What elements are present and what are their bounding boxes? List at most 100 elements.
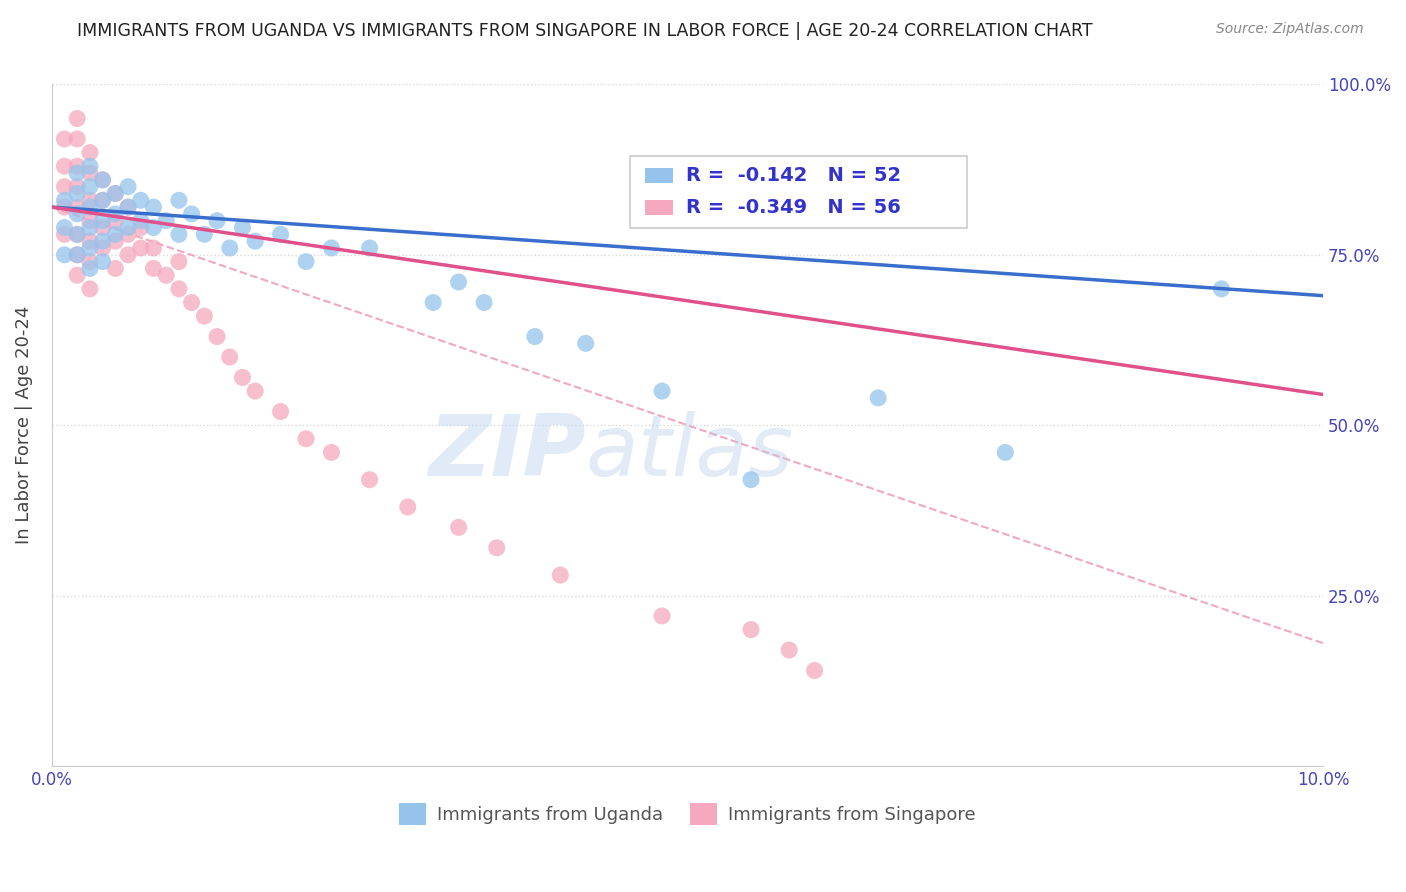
Point	[91, 234, 114, 248]
Point	[359, 241, 381, 255]
Point	[53, 227, 76, 242]
Point	[91, 241, 114, 255]
Point	[180, 295, 202, 310]
Point	[104, 186, 127, 201]
Legend: Immigrants from Uganda, Immigrants from Singapore: Immigrants from Uganda, Immigrants from …	[392, 796, 983, 832]
Point	[91, 173, 114, 187]
Point	[295, 432, 318, 446]
FancyBboxPatch shape	[630, 156, 967, 227]
Point	[270, 227, 292, 242]
Point	[66, 207, 89, 221]
Point	[66, 159, 89, 173]
Point	[243, 234, 266, 248]
Point	[205, 213, 228, 227]
Point	[575, 336, 598, 351]
Point	[66, 166, 89, 180]
Point	[651, 384, 673, 398]
Point	[53, 179, 76, 194]
Point	[91, 173, 114, 187]
Point	[117, 248, 139, 262]
Point	[142, 241, 165, 255]
Point	[79, 234, 101, 248]
Point	[104, 186, 127, 201]
Point	[129, 194, 152, 208]
Point	[396, 500, 419, 514]
Point	[79, 166, 101, 180]
Point	[66, 248, 89, 262]
Point	[79, 282, 101, 296]
Point	[550, 568, 572, 582]
Point	[79, 200, 101, 214]
Point	[91, 194, 114, 208]
Text: IMMIGRANTS FROM UGANDA VS IMMIGRANTS FROM SINGAPORE IN LABOR FORCE | AGE 20-24 C: IMMIGRANTS FROM UGANDA VS IMMIGRANTS FRO…	[77, 22, 1092, 40]
Text: R =  -0.349   N = 56: R = -0.349 N = 56	[686, 198, 901, 217]
Point	[155, 213, 177, 227]
Text: Source: ZipAtlas.com: Source: ZipAtlas.com	[1216, 22, 1364, 37]
Point	[740, 623, 762, 637]
Y-axis label: In Labor Force | Age 20-24: In Labor Force | Age 20-24	[15, 306, 32, 544]
Point	[523, 329, 546, 343]
Point	[79, 145, 101, 160]
Text: R =  -0.142   N = 52: R = -0.142 N = 52	[686, 166, 901, 185]
Point	[231, 220, 253, 235]
Point	[66, 268, 89, 283]
Point	[778, 643, 800, 657]
Point	[422, 295, 444, 310]
Point	[91, 213, 114, 227]
Point	[1211, 282, 1233, 296]
FancyBboxPatch shape	[645, 200, 673, 215]
Point	[167, 227, 190, 242]
Point	[104, 234, 127, 248]
Point	[66, 200, 89, 214]
Point	[485, 541, 508, 555]
Point	[651, 609, 673, 624]
Point	[218, 350, 240, 364]
Text: atlas: atlas	[586, 411, 794, 494]
Point	[205, 329, 228, 343]
Text: ZIP: ZIP	[427, 411, 586, 494]
Point	[53, 200, 76, 214]
Point	[104, 227, 127, 242]
Point	[117, 227, 139, 242]
Point	[447, 520, 470, 534]
Point	[104, 261, 127, 276]
Point	[104, 213, 127, 227]
Point	[994, 445, 1017, 459]
Point	[79, 254, 101, 268]
FancyBboxPatch shape	[645, 168, 673, 183]
Point	[79, 220, 101, 235]
Point	[243, 384, 266, 398]
Point	[53, 132, 76, 146]
Point	[740, 473, 762, 487]
Point	[129, 220, 152, 235]
Point	[193, 309, 215, 323]
Point	[79, 213, 101, 227]
Point	[193, 227, 215, 242]
Point	[180, 207, 202, 221]
Point	[79, 261, 101, 276]
Point	[803, 664, 825, 678]
Point	[231, 370, 253, 384]
Point	[321, 241, 343, 255]
Point	[142, 200, 165, 214]
Point	[66, 112, 89, 126]
Point	[270, 404, 292, 418]
Point	[104, 207, 127, 221]
Point	[447, 275, 470, 289]
Point	[167, 282, 190, 296]
Point	[295, 254, 318, 268]
Point	[129, 213, 152, 227]
Point	[91, 220, 114, 235]
Point	[117, 220, 139, 235]
Point	[167, 194, 190, 208]
Point	[155, 268, 177, 283]
Point	[79, 241, 101, 255]
Point	[167, 254, 190, 268]
Point	[868, 391, 890, 405]
Point	[142, 261, 165, 276]
Point	[321, 445, 343, 459]
Point	[91, 254, 114, 268]
Point	[117, 179, 139, 194]
Point	[129, 241, 152, 255]
Point	[218, 241, 240, 255]
